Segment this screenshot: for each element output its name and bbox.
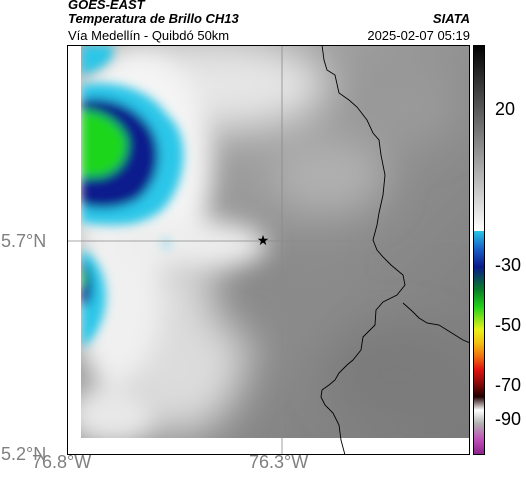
colorbar-label: 20 — [495, 99, 516, 119]
colorbar-label: -90 — [495, 409, 522, 429]
y-tick-label: 5.7°N — [1, 231, 47, 251]
timestamp-label: 2025-02-07 05:19 — [367, 28, 470, 43]
x-tick-label: 76.3°W — [249, 452, 309, 472]
satellite-imagery — [81, 45, 470, 438]
graticule — [67, 45, 470, 455]
temperature-colorbar — [473, 45, 485, 455]
colorbar-label: -70 — [495, 375, 522, 395]
colorbar-label: -30 — [495, 255, 522, 275]
x-tick-label: 76.8°W — [32, 452, 92, 472]
department-border — [320, 45, 406, 455]
product-title: Temperatura de Brillo CH13 — [68, 11, 239, 26]
colorbar-label: -50 — [495, 315, 522, 335]
cold-cloud-region — [81, 45, 184, 347]
y-tick-label: 5.2°N — [1, 444, 47, 464]
satellite-name: GOES-EAST — [68, 0, 145, 12]
location-marker-icon: ★ — [257, 233, 270, 249]
route-label: Vía Medellín - Quibdó 50km — [68, 28, 230, 43]
organization-label: SIATA — [432, 11, 470, 26]
brightness-temperature-map: ★ — [67, 45, 470, 455]
